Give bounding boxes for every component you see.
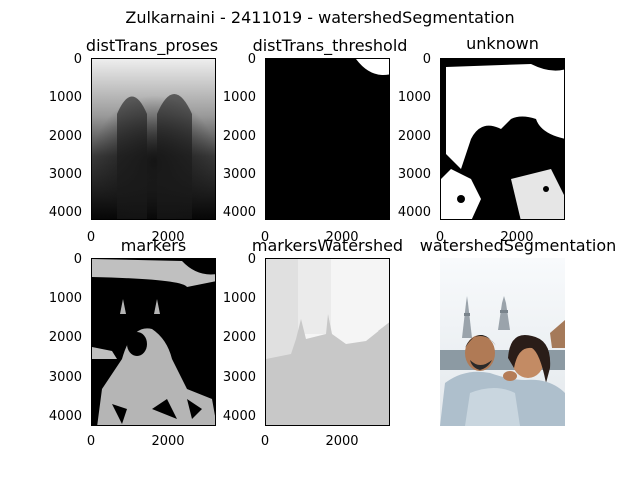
distTrans_proses-image <box>92 59 215 219</box>
figure-suptitle: Zulkarnaini - 2411019 - watershedSegment… <box>125 8 515 27</box>
xtick: 2000 <box>151 230 185 245</box>
xtick: 2000 <box>151 434 185 449</box>
panel-title-watershedSegmentation: watershedSegmentation <box>419 236 617 255</box>
ytick: 0 <box>73 52 82 67</box>
xtick: 0 <box>260 434 270 449</box>
image-axes-markersWatershed <box>265 258 390 426</box>
panel-title-unknown: unknown <box>466 34 539 53</box>
ytick: 0 <box>247 52 256 67</box>
ytick: 1000 <box>222 90 256 105</box>
ytick: 2000 <box>48 129 82 144</box>
markers-image <box>92 259 215 425</box>
image-axes-unknown <box>440 58 565 220</box>
ytick: 1000 <box>222 291 256 306</box>
ytick: 1000 <box>397 90 431 105</box>
xtick: 0 <box>86 434 96 449</box>
image-watershedSegmentation <box>440 258 565 426</box>
xtick: 2000 <box>325 230 359 245</box>
image-axes-distTrans_proses <box>91 58 216 220</box>
xtick: 2000 <box>325 434 359 449</box>
image-axes-markers <box>91 258 216 426</box>
ytick: 1000 <box>48 291 82 306</box>
image-axes-distTrans_threshold <box>265 58 390 220</box>
panel-title-markersWatershed: markersWatershed <box>251 236 404 255</box>
ytick: 1000 <box>48 90 82 105</box>
ytick: 0 <box>422 52 431 67</box>
watershedSegmentation-image <box>440 258 565 426</box>
ytick: 4000 <box>397 205 431 220</box>
ytick: 0 <box>73 252 82 267</box>
ytick: 3000 <box>48 167 82 182</box>
ytick: 2000 <box>222 330 256 345</box>
ytick: 2000 <box>222 129 256 144</box>
ytick: 3000 <box>222 167 256 182</box>
ytick: 0 <box>247 252 256 267</box>
ytick: 3000 <box>48 370 82 385</box>
panel-title-distTrans_proses: distTrans_proses <box>85 36 219 55</box>
xtick: 0 <box>435 230 445 245</box>
markersWatershed-image <box>266 259 389 425</box>
distTrans_threshold-image <box>266 59 389 219</box>
ytick: 3000 <box>397 167 431 182</box>
xtick: 2000 <box>500 230 534 245</box>
panel-title-markers: markers <box>120 236 187 255</box>
ytick: 2000 <box>397 129 431 144</box>
panel-title-distTrans_threshold: distTrans_threshold <box>252 36 408 55</box>
xtick: 0 <box>260 230 270 245</box>
ytick: 3000 <box>222 370 256 385</box>
ytick: 4000 <box>48 205 82 220</box>
ytick: 4000 <box>222 409 256 424</box>
unknown-image <box>441 59 564 219</box>
xtick: 0 <box>86 230 96 245</box>
ytick: 4000 <box>222 205 256 220</box>
ytick: 2000 <box>48 330 82 345</box>
ytick: 4000 <box>48 409 82 424</box>
